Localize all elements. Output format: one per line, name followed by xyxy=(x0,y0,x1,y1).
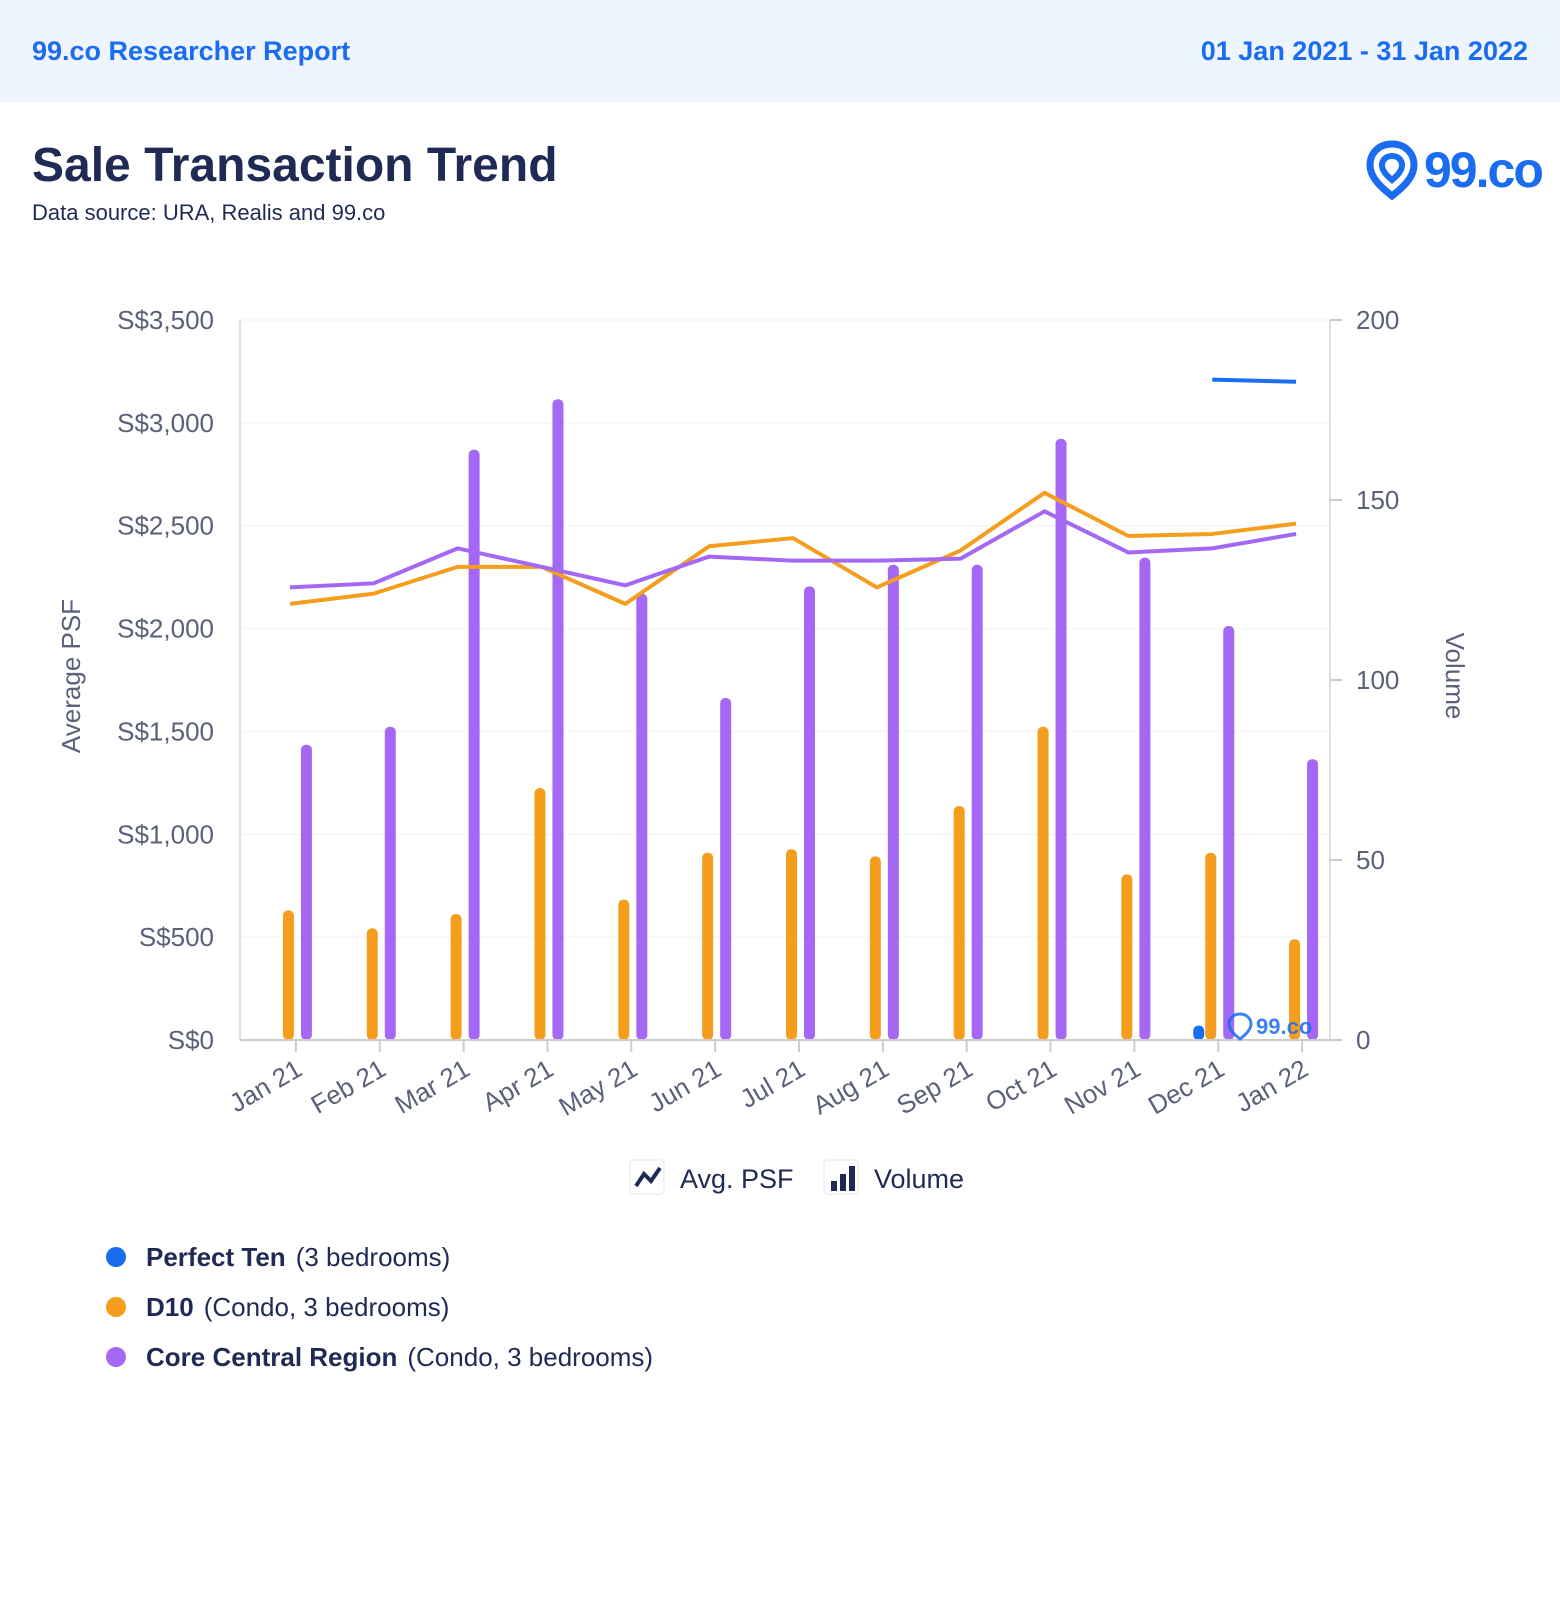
x-tick-label: Jan 22 xyxy=(1230,1053,1313,1118)
y-tick-label: S$1,500 xyxy=(117,716,214,746)
d10-dot xyxy=(106,1297,126,1317)
left-axis: S$0 S$500 S$1,000 S$1,500 S$2,000 S$2,500 S$3,… xyxy=(117,305,241,1055)
bar-perfect-ten xyxy=(1193,1025,1205,1040)
bar-ccr xyxy=(1139,557,1151,1040)
legend-volume: Volume xyxy=(874,1164,964,1194)
bar-d10 xyxy=(702,852,714,1040)
volume-bars xyxy=(282,399,1319,1041)
x-tick-label: Aug 21 xyxy=(807,1053,893,1120)
x-tick-label: Mar 21 xyxy=(390,1053,475,1119)
x-tick-label: Feb 21 xyxy=(306,1053,391,1119)
series-legend: Perfect Ten (3 bedrooms) D10 (Condo, 3 b… xyxy=(106,1232,653,1382)
ccr-dot xyxy=(106,1347,126,1367)
bar-ccr xyxy=(384,726,396,1040)
y2-tick-label: 200 xyxy=(1356,305,1399,335)
legend-item-perfect-ten: Perfect Ten (3 bedrooms) xyxy=(106,1232,653,1282)
data-source: Data source: URA, Realis and 99.co xyxy=(32,200,386,225)
x-tick-label: Apr 21 xyxy=(477,1053,558,1117)
bar-d10 xyxy=(1205,852,1217,1040)
bar-d10 xyxy=(953,806,965,1040)
bar-d10 xyxy=(366,928,378,1040)
chart-legend: Avg. PSF Volume xyxy=(629,1159,964,1195)
bar-ccr xyxy=(720,698,732,1040)
report-date-range: 01 Jan 2021 - 31 Jan 2022 xyxy=(1200,35,1528,66)
x-tick-label: Sep 21 xyxy=(891,1053,977,1120)
watermark-text: 99.co xyxy=(1256,1014,1312,1039)
bar-ccr xyxy=(1307,759,1319,1040)
y2-tick-label: 0 xyxy=(1356,1025,1370,1055)
bar-d10 xyxy=(786,849,797,1040)
sale-transaction-chart: S$0 S$500 S$1,000 S$1,500 S$2,000 S$2,500 S$3,… xyxy=(56,305,1470,1195)
psf-line-d10 xyxy=(289,490,1297,606)
psf-lines xyxy=(289,377,1297,606)
perfect-ten-dot xyxy=(106,1247,126,1267)
legend-avg-psf: Avg. PSF xyxy=(680,1164,794,1194)
y-tick-label: S$2,500 xyxy=(117,511,214,541)
y-tick-label: S$2,000 xyxy=(117,614,214,644)
x-tick-label: Oct 21 xyxy=(980,1053,1061,1117)
y2-tick-label: 50 xyxy=(1356,845,1385,875)
bar-ccr xyxy=(552,399,564,1040)
map-pin-icon xyxy=(1366,140,1418,200)
y2-tick-label: 100 xyxy=(1356,665,1399,695)
report-brand: 99.co Researcher Report xyxy=(32,35,351,66)
y-tick-label: S$500 xyxy=(139,922,214,952)
y2-axis-title: Volume xyxy=(1440,633,1470,720)
brand-logo: 99.co xyxy=(1366,140,1544,200)
x-tick-label: Jan 21 xyxy=(224,1053,307,1118)
page-title: Sale Transaction Trend xyxy=(32,139,558,192)
report-header: 99.co Researcher Report 01 Jan 2021 - 31… xyxy=(0,0,1560,102)
bar-d10 xyxy=(618,899,630,1040)
y2-tick-label: 150 xyxy=(1356,485,1399,515)
bar-ccr xyxy=(887,564,899,1040)
y-tick-label: S$0 xyxy=(168,1025,214,1055)
legend-detail: (Condo, 3 bedrooms) xyxy=(407,1341,654,1372)
bar-d10 xyxy=(450,914,462,1040)
bar-chart-icon xyxy=(831,1166,855,1191)
x-tick-label: Jun 21 xyxy=(644,1053,727,1118)
logo-text: 99.co xyxy=(1424,142,1544,198)
psf-line-perfect-ten xyxy=(1212,377,1297,384)
bar-d10 xyxy=(1289,939,1301,1040)
legend-item-d10: D10 (Condo, 3 bedrooms) xyxy=(106,1282,653,1332)
bar-d10 xyxy=(282,910,294,1040)
line-chart-icon xyxy=(634,1166,662,1188)
bar-ccr xyxy=(468,449,480,1041)
x-tick-label: Jul 21 xyxy=(735,1053,810,1114)
bar-d10 xyxy=(534,788,546,1040)
legend-detail: (Condo, 3 bedrooms) xyxy=(203,1291,450,1322)
bar-ccr xyxy=(1223,626,1235,1040)
right-axis: 0 50 100 150 200 xyxy=(1329,305,1399,1055)
watermark-pin-icon xyxy=(1227,1012,1253,1041)
chart-grid xyxy=(240,319,1330,938)
bar-ccr xyxy=(300,744,312,1040)
x-tick-label: May 21 xyxy=(553,1053,642,1122)
legend-detail: (3 bedrooms) xyxy=(295,1241,451,1272)
bar-ccr xyxy=(636,593,648,1040)
x-tick-label: Nov 21 xyxy=(1059,1053,1145,1120)
legend-item-core-central-region: Core Central Region (Condo, 3 bedrooms) xyxy=(106,1332,653,1382)
bar-ccr xyxy=(971,564,983,1040)
y-tick-label: S$3,500 xyxy=(117,305,214,335)
bar-d10 xyxy=(1037,726,1049,1040)
y-tick-label: S$1,000 xyxy=(117,819,214,849)
bar-ccr xyxy=(1055,438,1067,1040)
chart-watermark: 99.co xyxy=(1227,1012,1312,1041)
psf-line-ccr xyxy=(289,509,1297,590)
y-axis-title: Average PSF xyxy=(56,599,86,753)
legend-name: Perfect Ten xyxy=(146,1241,286,1272)
legend-name: Core Central Region xyxy=(146,1341,398,1372)
bar-d10 xyxy=(869,856,881,1040)
x-tick-label: Dec 21 xyxy=(1143,1053,1229,1120)
bar-d10 xyxy=(1121,874,1133,1040)
bar-ccr xyxy=(804,586,815,1040)
legend-name: D10 xyxy=(146,1291,194,1322)
y-tick-label: S$3,000 xyxy=(117,408,214,438)
